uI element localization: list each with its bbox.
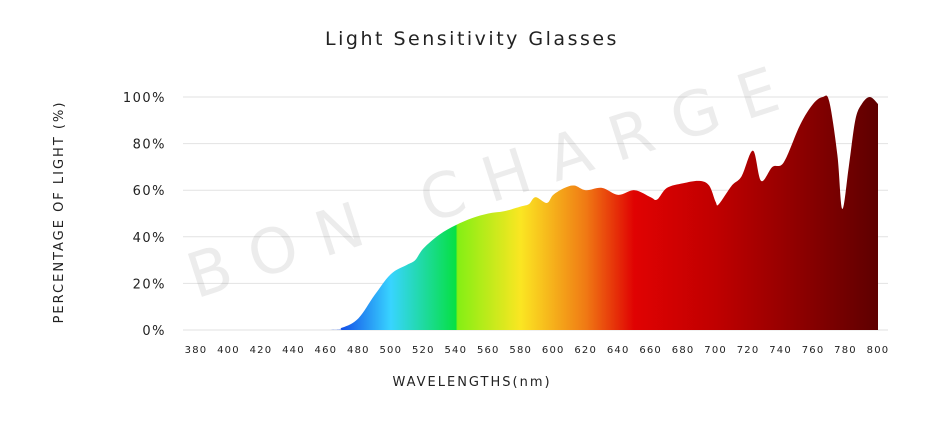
x-tick-label: 640 (607, 345, 630, 356)
x-tick-label: 720 (737, 345, 760, 356)
x-tick-label: 500 (380, 345, 403, 356)
x-tick-label: 760 (802, 345, 825, 356)
x-tick-label: 460 (315, 345, 338, 356)
x-tick-label: 800 (867, 345, 890, 356)
x-tick-label: 420 (250, 345, 273, 356)
y-tick-label: 100% (123, 91, 166, 106)
x-tick-label: 620 (574, 345, 597, 356)
y-tick-label: 20% (133, 277, 166, 292)
y-tick-label: 60% (133, 184, 166, 199)
x-axis-label: WAVELENGTHS(nm) (392, 375, 551, 390)
x-tick-label: 540 (444, 345, 467, 356)
x-tick-label: 660 (639, 345, 662, 356)
x-tick-label: 400 (217, 345, 240, 356)
x-tick-label: 700 (704, 345, 727, 356)
x-tick-label: 580 (509, 345, 532, 356)
x-tick-label: 600 (542, 345, 565, 356)
x-tick-label: 740 (769, 345, 792, 356)
y-tick-labels: 0% 20% 40% 60% 80% 100% (123, 91, 166, 339)
x-tick-label: 480 (347, 345, 370, 356)
y-tick-label: 0% (142, 324, 166, 339)
x-tick-label: 680 (672, 345, 695, 356)
x-tick-label: 560 (477, 345, 500, 356)
transmission-area (196, 95, 878, 330)
chart-title: Light Sensitivity Glasses (325, 28, 619, 50)
y-axis-label: PERCENTAGE OF LIGHT (%) (52, 101, 67, 324)
x-tick-labels: 380 400 420 440 460 480 500 520 540 560 580 600 620 6… (185, 345, 890, 356)
x-tick-label: 520 (412, 345, 435, 356)
y-tick-label: 40% (133, 231, 166, 246)
y-tick-label: 80% (133, 138, 166, 153)
x-tick-label: 440 (282, 345, 305, 356)
x-tick-label: 780 (834, 345, 857, 356)
x-tick-label: 380 (185, 345, 208, 356)
